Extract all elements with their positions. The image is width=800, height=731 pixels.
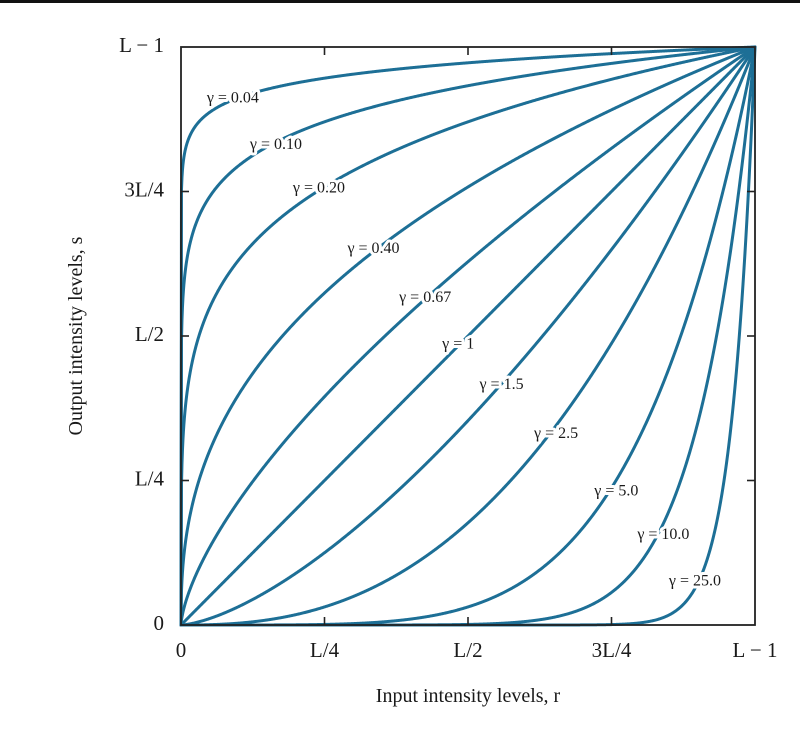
curve-label-gamma-0-1: γ = 0.10: [249, 136, 302, 153]
curve-label-gamma-0-2: γ = 0.20: [292, 179, 345, 196]
curve-gamma-0-4: [179, 45, 757, 627]
curve-gamma-1-5: [179, 45, 757, 627]
top-border-rule: [0, 0, 800, 3]
x-tick-label: L/2: [453, 638, 482, 662]
curve-label-halo: γ = 0.10: [249, 136, 302, 153]
y-tick-label: L − 1: [119, 33, 164, 57]
curve-label-halo: γ = 1: [441, 335, 474, 352]
curve-gamma-2-5: [179, 45, 757, 627]
curve-gamma-0-1: [179, 45, 757, 627]
curve-label-gamma-25: γ = 25.0: [668, 572, 721, 589]
y-tick-label: L/2: [135, 322, 164, 346]
curve-label-gamma-1-5: γ = 1.5: [478, 376, 523, 393]
y-tick-label: 0: [154, 611, 165, 635]
curve-label-gamma-1: γ = 1: [441, 335, 474, 352]
y-tick-label: L/4: [135, 466, 165, 490]
curve-gamma-0-04: [179, 45, 757, 627]
curve-label-halo: γ = 2.5: [533, 425, 578, 442]
y-axis-title: Output intensity levels, s: [65, 236, 87, 435]
x-tick-label: 3L/4: [592, 638, 632, 662]
curve-label-gamma-2-5: γ = 2.5: [533, 425, 578, 442]
curve-label-halo: γ = 0.20: [292, 179, 345, 196]
curve-label-halo: γ = 5.0: [593, 483, 638, 500]
curve-gamma-1: [179, 45, 757, 627]
x-tick-label: L/4: [310, 638, 340, 662]
curve-labels-layer: γ = 0.04γ = 0.04γ = 0.10γ = 0.10γ = 0.20…: [203, 87, 724, 593]
curve-label-halo: γ = 1.5: [478, 376, 523, 393]
curve-label-gamma-0-67: γ = 0.67: [398, 289, 451, 306]
y-tick-label: 3L/4: [124, 177, 164, 201]
x-tick-label: 0: [176, 638, 187, 662]
curve-label-halo: γ = 25.0: [668, 572, 721, 589]
curve-gamma-0-67: [179, 45, 757, 627]
x-axis-title: Input intensity levels, r: [376, 685, 561, 707]
curve-label-halo: γ = 0.40: [346, 240, 399, 257]
ticks-layer: 0 L/4 L/2 3L/4 L − 1 0 L/4 L/2 3L/4 L − 1: [119, 33, 777, 662]
curve-gamma-0-2: [179, 45, 757, 627]
curve-label-halo: γ = 0.04: [206, 90, 259, 107]
curve-label-gamma-10: γ = 10.0: [636, 526, 689, 543]
curve-label-gamma-0-4: γ = 0.40: [346, 240, 399, 257]
x-tick-label: L − 1: [733, 638, 778, 662]
curve-label-gamma-5: γ = 5.0: [593, 483, 638, 500]
curve-label-gamma-0-04: γ = 0.04: [206, 90, 259, 107]
curve-label-halo: γ = 10.0: [636, 526, 689, 543]
curve-label-halo: γ = 0.67: [398, 289, 451, 306]
